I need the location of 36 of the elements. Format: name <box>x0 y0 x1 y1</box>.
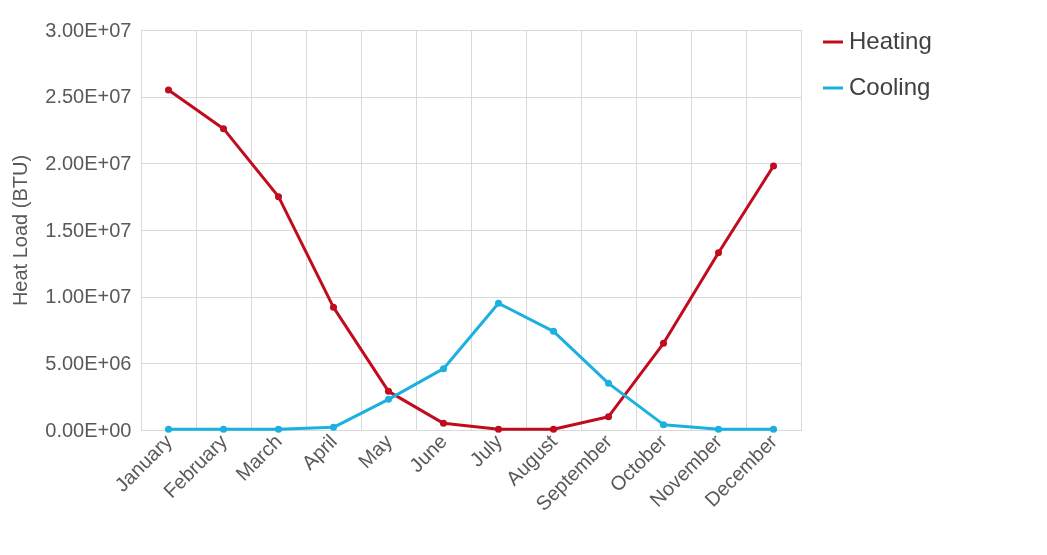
legend-label: Cooling <box>849 73 931 100</box>
point <box>329 423 338 431</box>
y-tick-label: 2.00E+07 <box>45 151 132 174</box>
point <box>494 299 503 307</box>
point <box>494 425 503 433</box>
point <box>604 379 613 387</box>
point <box>219 425 228 433</box>
point <box>714 249 723 257</box>
point <box>329 303 338 311</box>
point <box>714 425 723 433</box>
point <box>769 162 778 170</box>
point <box>274 193 283 201</box>
y-tick-label: 1.00E+07 <box>45 285 132 308</box>
y-tick-label: 2.50E+07 <box>45 85 132 108</box>
point <box>659 421 668 429</box>
point <box>164 425 173 433</box>
point <box>659 339 668 347</box>
x-tick-label: May <box>353 430 397 473</box>
point <box>549 425 558 433</box>
point <box>219 125 228 133</box>
y-tick-label: 3.00E+07 <box>45 18 132 41</box>
y-axis-title: Heat Load (BTU) <box>9 154 32 307</box>
x-tick-label: July <box>465 430 507 471</box>
point <box>439 365 448 373</box>
point <box>549 327 558 335</box>
point <box>164 86 173 94</box>
point <box>769 425 778 433</box>
point <box>384 387 393 395</box>
y-tick-label: 0.00E+00 <box>45 418 132 441</box>
point <box>274 425 283 433</box>
point <box>439 419 448 427</box>
y-tick-label: 1.50E+07 <box>45 218 132 241</box>
legend-label: Heating <box>849 27 932 54</box>
y-tick-label: 5.00E+06 <box>45 351 132 374</box>
point <box>384 395 393 403</box>
point <box>604 413 613 421</box>
